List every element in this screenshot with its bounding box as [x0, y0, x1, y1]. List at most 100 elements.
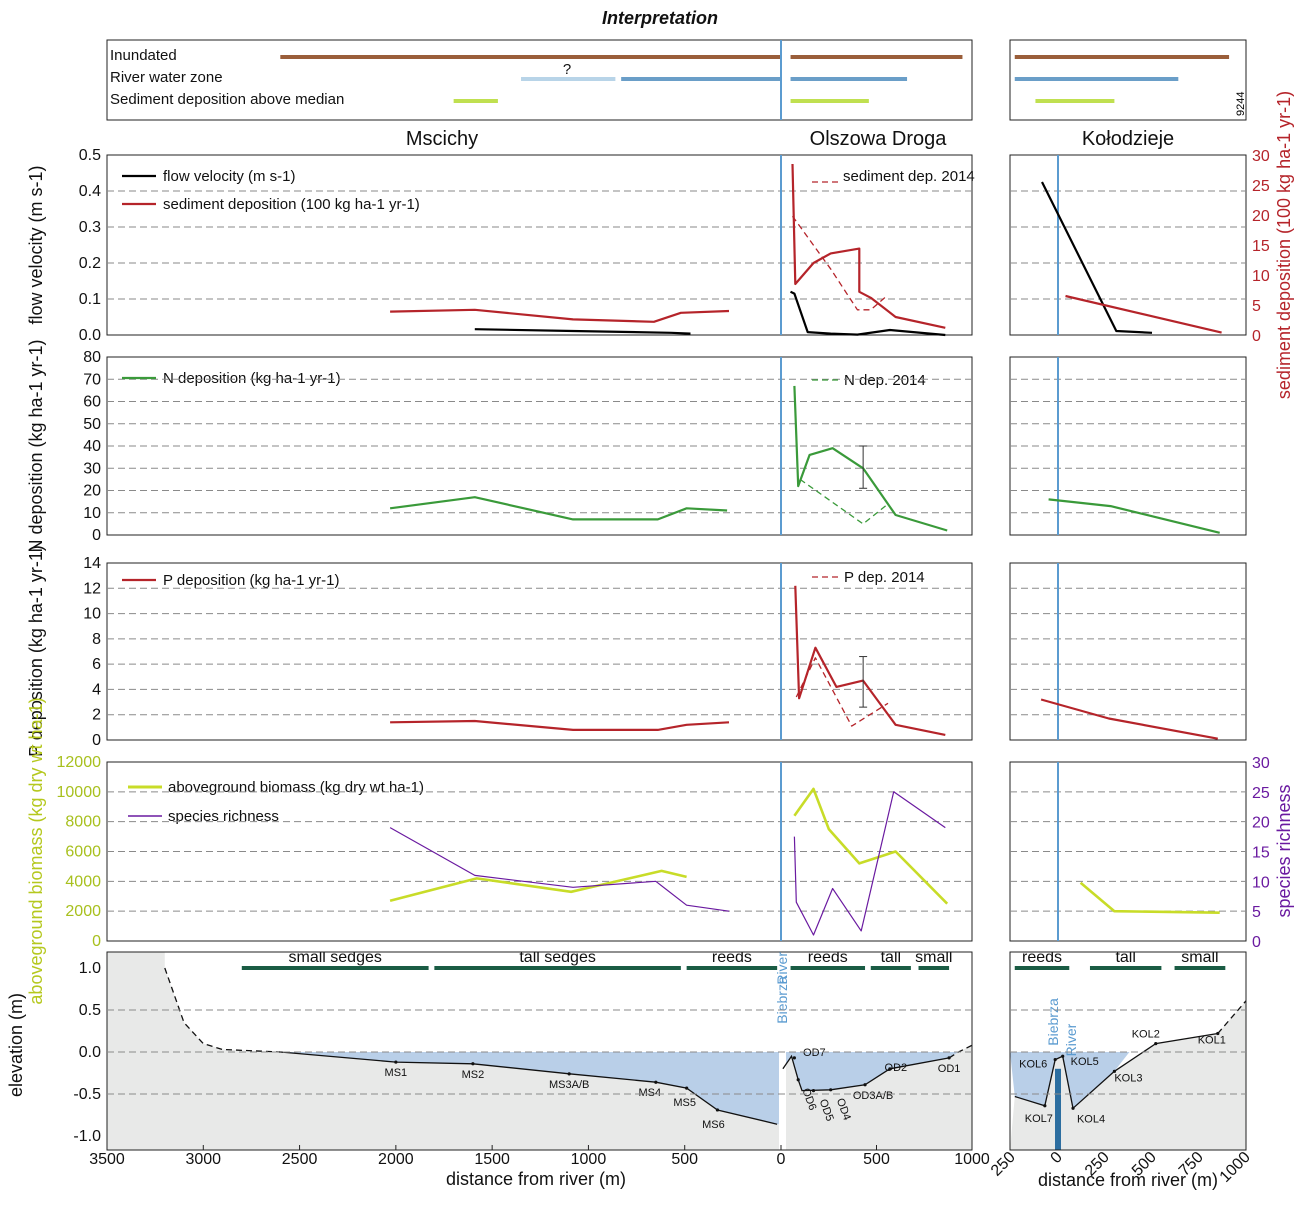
x-tick-label: 500 [863, 1151, 890, 1168]
panel-p-left [106, 562, 973, 741]
p-dep-line-ms [390, 719, 730, 732]
elev-point-label: KOL4 [1077, 1113, 1105, 1125]
elev-point [715, 1108, 720, 1112]
legend-flow-velocity: flow velocity (m s-1) [163, 168, 296, 185]
veg-zone-label: small [915, 949, 952, 966]
figure-id-label: 9244 [1235, 92, 1247, 116]
elev-point [471, 1062, 475, 1066]
veg-zone-label-kol: small [1181, 949, 1218, 966]
y2-tick-label: 15 [1252, 845, 1270, 862]
ylabel-flow: flow velocity (m s-1) [26, 165, 46, 324]
interpretation-bars [280, 55, 1230, 103]
y-tick-label: 0.5 [79, 147, 101, 164]
interp-label-river-zone: River water zone [110, 69, 223, 86]
ylabel-biomass: aboveground biomass (kg dry wt ha-1) [26, 697, 46, 1004]
river-label-river-kol: River [1063, 1023, 1079, 1056]
river-label-river-od: River [774, 952, 790, 985]
y-tick-label: 0 [92, 933, 101, 950]
y-tick-label: 20 [83, 483, 101, 500]
y2-tick-label: 30 [1252, 148, 1270, 165]
sediment-line-ms [390, 308, 730, 323]
ground-fill-ms [107, 952, 781, 1150]
elev-point [863, 1083, 867, 1087]
elev-point-label: KOL6 [1019, 1059, 1047, 1071]
p-dep-2014-line-od [795, 657, 889, 727]
profile-ms-dashed [164, 967, 281, 1053]
richness-line-ms [389, 827, 730, 912]
elev-point [796, 1078, 800, 1082]
y-tick-label: 0 [92, 732, 101, 749]
y-tick-label: 12000 [57, 754, 102, 771]
elev-point [1053, 1057, 1057, 1062]
y-tick-label: 2 [92, 707, 101, 724]
y2-tick-label: 30 [1252, 755, 1270, 772]
veg-zone-label: small sedges [289, 949, 382, 966]
panel-elev-left [106, 951, 973, 1151]
legend-biomass: aboveground biomass (kg dry wt ha-1) [168, 779, 424, 796]
biomass-line-kol [1079, 881, 1220, 914]
y-tick-label: 0.4 [79, 183, 101, 200]
elev-point [1154, 1042, 1158, 1046]
x-tick-label: 2500 [282, 1151, 318, 1168]
richness-line-od [793, 791, 946, 936]
y-tick-label: 40 [83, 438, 101, 455]
flow-velocity-line-od [790, 290, 946, 337]
x-tick-label: 3500 [89, 1151, 125, 1168]
panel-elev-right [1009, 951, 1247, 1151]
elevation-profile-left: small sedges tall sedges reeds reeds tall sma… [107, 949, 972, 1150]
elev-point [1216, 1031, 1220, 1036]
elev-point [1071, 1106, 1075, 1110]
ylabel-sediment: sediment deposition (100 kg ha-1 yr-1) [1274, 91, 1294, 399]
x-tick-label: 500 [671, 1151, 698, 1168]
elev-point [947, 1056, 951, 1060]
y2-tick-label: 20 [1252, 208, 1270, 225]
figure-title: Interpretation [602, 8, 718, 28]
river-lines [780, 40, 1059, 941]
elev-y-tick-label: 1.0 [79, 960, 101, 977]
elev-point [567, 1072, 571, 1076]
elev-point [792, 1056, 796, 1060]
flow-velocity-line-ms [474, 328, 691, 335]
y2-tick-label: 5 [1252, 904, 1261, 921]
elev-point [1112, 1069, 1116, 1073]
y-tick-label: 14 [83, 555, 101, 572]
y-tick-label: 12 [83, 580, 101, 597]
y-tick-label: 2000 [65, 903, 101, 920]
legend-swatches [122, 174, 838, 817]
elev-point [685, 1086, 689, 1090]
elev-point-label: OD3A/B [853, 1090, 893, 1102]
y-tick-label: 6000 [65, 844, 101, 861]
y2-tick-label: 25 [1252, 178, 1270, 195]
y-tick-label: 0.1 [79, 291, 101, 308]
n-dep-line-kol [1048, 498, 1220, 534]
elev-y-tick-label: -1.0 [73, 1128, 101, 1145]
data-series [389, 163, 1222, 936]
y-tick-label: 10 [83, 606, 101, 623]
x-tick-label: 3000 [185, 1151, 221, 1168]
y-tick-label: 60 [83, 394, 101, 411]
interp-label-sediment: Sediment deposition above median [110, 91, 344, 108]
legend-n: N deposition (kg ha-1 yr-1) [163, 370, 341, 387]
y-tick-label: 10000 [57, 784, 102, 801]
y2-tick-label: 5 [1252, 298, 1261, 315]
ground-fill-kol [1010, 1000, 1246, 1150]
y2-tick-label: 0 [1252, 328, 1261, 345]
panel-flow-right [1009, 154, 1247, 336]
veg-zone-label: tall sedges [519, 949, 596, 966]
elevation-profile-right: reeds tall small KOL1 KOL2 KOL3 KOL4 KOL5 KOL6 KO… [1010, 949, 1246, 1150]
legend-p: P deposition (kg ha-1 yr-1) [163, 572, 339, 589]
elev-point [654, 1080, 658, 1084]
legend-sediment: sediment deposition (100 kg ha-1 yr-1) [163, 196, 420, 213]
y2-tick-label: 20 [1252, 815, 1270, 832]
legend-richness: species richness [168, 808, 279, 825]
y2-tick-label: 15 [1252, 238, 1270, 255]
y-tick-label: 50 [83, 416, 101, 433]
sediment-line-od [791, 163, 946, 329]
legend-sediment-2014: sediment dep. 2014 [843, 168, 975, 185]
veg-zone-label: tall [881, 949, 901, 966]
interpretation-panel-left [106, 39, 973, 121]
y-tick-label: 0.2 [79, 255, 101, 272]
y-tick-label: 80 [83, 349, 101, 366]
xlabel-main: distance from river (m) [446, 1169, 626, 1189]
